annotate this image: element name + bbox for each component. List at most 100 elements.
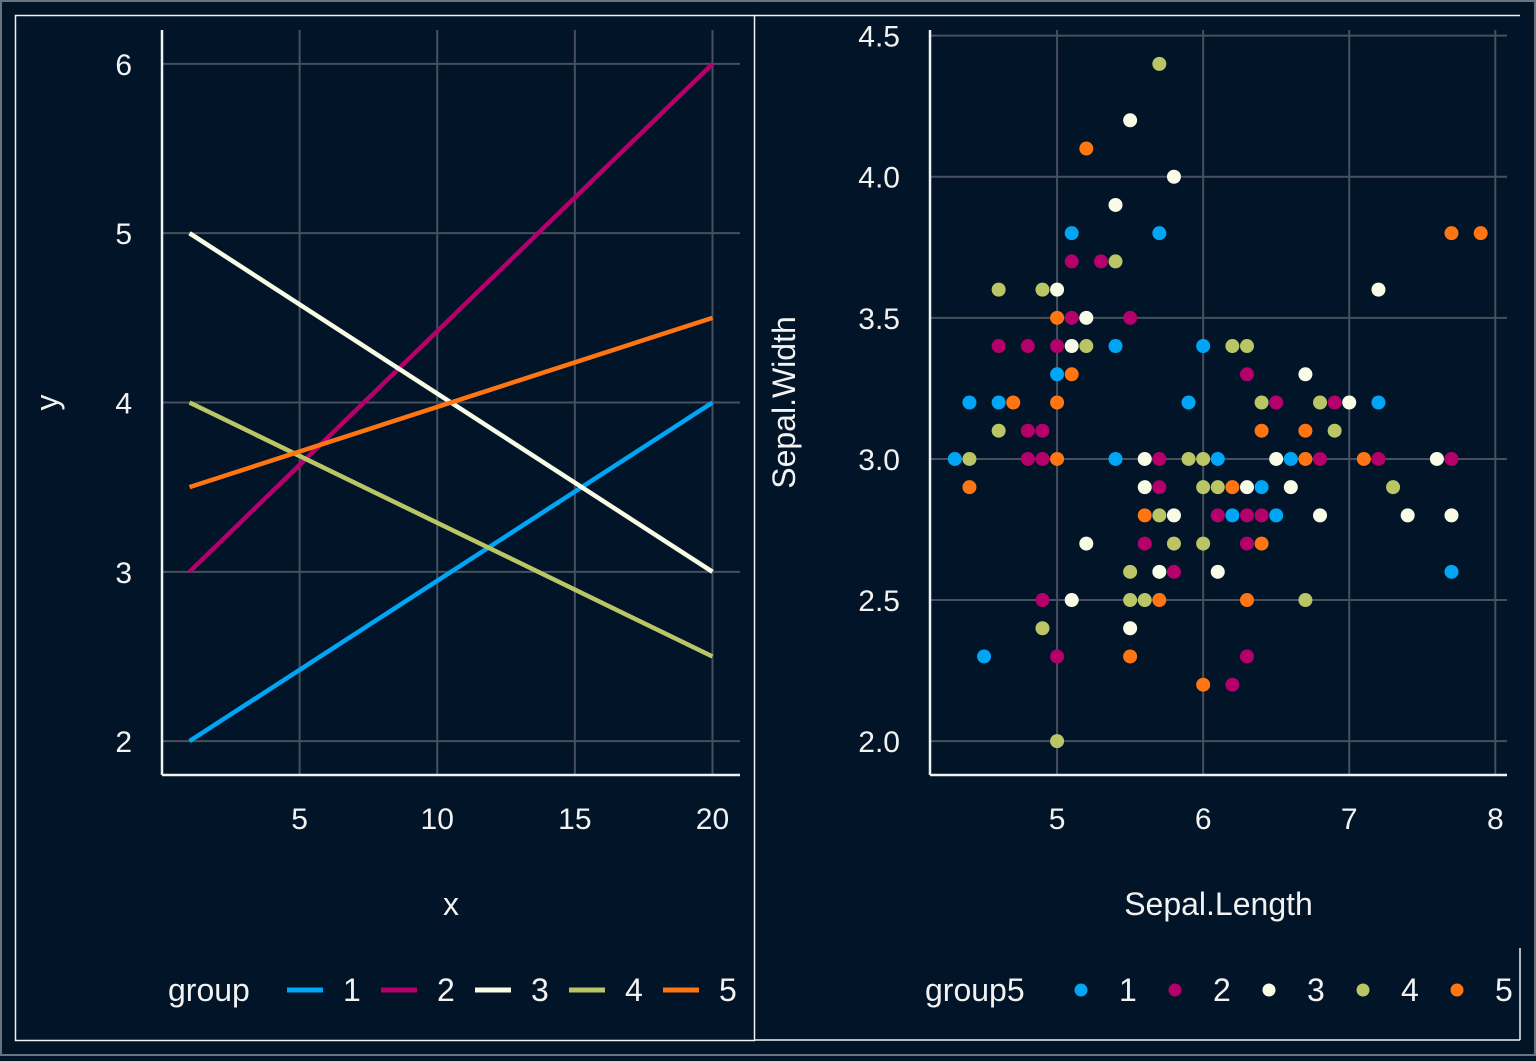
scatter-point-group-3 [1050,282,1065,297]
scatter-point-group-5 [1239,593,1254,608]
y-tick-label: 4.5 [858,21,900,54]
x-tick-label: 7 [1341,803,1358,836]
scatter-point-group-1 [991,395,1006,410]
scatter-point-group-4 [991,282,1006,297]
y-axis-title: Sepal.Width [766,316,802,489]
x-tick-label: 8 [1487,803,1504,836]
scatter-point-group-2 [1269,395,1284,410]
scatter-point-group-3 [1342,395,1357,410]
scatter-point-group-4 [1035,282,1050,297]
scatter-point-group-2 [1035,423,1050,438]
scatter-point-group-5 [1050,451,1065,466]
scatter-point-group-4 [1035,621,1050,636]
line-chart: 5 10 15 20 2 3 4 5 6 x y group 1 2 3 4 5 [29,30,740,1008]
line-series-2 [187,62,715,574]
scatter-point-group-5 [1444,226,1459,241]
scatter-point-group-3 [1123,621,1138,636]
x-tick-label: 15 [558,803,591,836]
scatter-point-group-2 [1050,649,1065,664]
scatter-point-group-1 [1444,564,1459,579]
scatter-point-group-1 [1064,226,1079,241]
x-axis-title: x [443,886,459,922]
scatter-point-group-4 [1196,451,1211,466]
line-series-4 [188,400,714,659]
legend-title: group5 [925,972,1025,1008]
y-tick-label: 3.5 [858,303,900,336]
scatter-point-group-1 [1108,451,1123,466]
scatter-point-group-2 [1137,536,1152,551]
scatter-point-group-5 [1298,451,1313,466]
scatter-point-group-3 [1137,451,1152,466]
scatter-point-group-5 [1050,310,1065,325]
scatter-point-group-3 [1166,508,1181,523]
scatter-point-group-2 [1093,254,1108,269]
scatter-point-group-3 [1313,508,1328,523]
scatter-point-group-1 [1196,339,1211,354]
scatter-point-group-3 [1166,169,1181,184]
scatter-point-group-5 [1254,536,1269,551]
scatter-point-group-1 [1181,395,1196,410]
scatter-point-group-2 [991,339,1006,354]
scatter-point-group-4 [1386,480,1401,495]
line-series-5 [188,315,714,490]
scatter-point-group-1 [947,451,962,466]
scatter-point-group-5 [1225,480,1240,495]
scatter-point-group-1 [977,649,992,664]
scatter-point-group-2 [1064,310,1079,325]
legend-key-3 [1262,983,1276,997]
x-axis-title: Sepal.Length [1124,886,1313,922]
legend-label-3: 3 [531,972,549,1008]
scatter-point-group-2 [1064,254,1079,269]
scatter-point-group-1 [1152,226,1167,241]
scatter-point-group-2 [1020,423,1035,438]
scatter-point-group-2 [1210,508,1225,523]
line-series-1 [188,400,714,744]
scatter-point-group-3 [1079,536,1094,551]
scatter-point-group-5 [1298,423,1313,438]
scatter-point-group-4 [962,451,977,466]
scatter-point-group-3 [1079,310,1094,325]
scatter-point-group-4 [1137,593,1152,608]
scatter-point-group-2 [1313,451,1328,466]
legend-title: group [168,972,250,1008]
scatter-point-group-2 [1371,451,1386,466]
legend-key-4 [1356,983,1370,997]
scatter-point-group-1 [962,395,977,410]
scatter-point-group-4 [1210,480,1225,495]
y-tick-label: 4.0 [858,162,900,195]
scatter-point-group-4 [1225,339,1240,354]
scatter-point-group-3 [1210,564,1225,579]
scatter-point-group-5 [1473,226,1488,241]
scatter-point-group-3 [1269,451,1284,466]
scatter-point-group-4 [1079,339,1094,354]
y-tick-label: 5 [115,218,132,251]
y-tick-label: 2 [115,726,132,759]
scatter-point-group-5 [1006,395,1021,410]
x-tick-label: 10 [421,803,454,836]
scatter-point-group-5 [1254,423,1269,438]
panel-frame [14,14,1521,1042]
scatter-point-group-3 [1108,197,1123,212]
scatter-point-group-5 [1152,593,1167,608]
scatter-point-group-4 [1298,593,1313,608]
y-tick-label: 2.5 [858,585,900,618]
left-panel-border [14,14,756,1042]
legend-key-5 [1450,983,1464,997]
scatter-point-group-4 [1108,254,1123,269]
scatter-point-group-5 [1079,141,1094,156]
scatter-chart: 5 6 7 8 2.0 2.5 3.0 3.5 4.0 4.5 Sepal.Length Sepal.… [766,21,1513,1008]
scatter-point-group-5 [1064,367,1079,382]
scatter-point-group-4 [1327,423,1342,438]
scatter-point-group-4 [1152,56,1167,71]
legend-label-2: 2 [437,972,455,1008]
scatter-point-group-2 [1327,395,1342,410]
scatter-point-group-5 [1196,677,1211,692]
scatter-point-group-3 [1152,564,1167,579]
scatter-point-group-1 [1050,367,1065,382]
scatter-point-group-2 [1166,564,1181,579]
legend-label-2: 2 [1213,972,1231,1008]
scatter-point-group-2 [1225,677,1240,692]
scatter-point-group-5 [1356,451,1371,466]
scatter-point-group-2 [1035,451,1050,466]
